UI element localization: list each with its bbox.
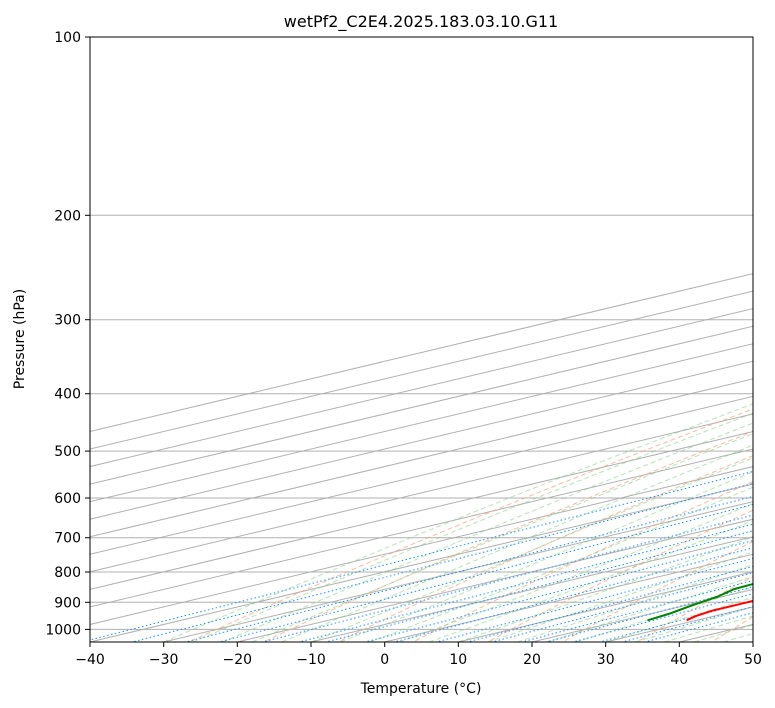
isotherm-line — [90, 273, 753, 432]
plot-frame — [89, 36, 754, 643]
isotherm-line — [90, 466, 753, 625]
moist-adiabat-line — [251, 433, 753, 642]
mixing-ratio-line — [392, 547, 753, 642]
isobar-grid — [90, 37, 753, 630]
dry-adiabat-line — [337, 455, 753, 642]
mixing-ratio-line — [90, 470, 753, 641]
y-tick-label: 500 — [54, 444, 81, 460]
moist-adiabat-line — [369, 486, 753, 642]
mixing-ratio-lines — [90, 470, 753, 642]
plot-area: -100-90-80-70-60-50-40-30-20-10010203040… — [90, 37, 753, 642]
x-tick-label: −10 — [296, 652, 326, 668]
x-axis-ticks: −40 −30 −20 −10 0 10 20 30 40 50 — [75, 642, 762, 668]
moist-adiabat-line — [310, 457, 753, 642]
moist-adiabat-line — [428, 520, 753, 642]
isotherm-line — [90, 290, 753, 450]
x-tick-label: 10 — [449, 652, 467, 668]
dry-adiabat-line — [262, 430, 753, 642]
x-tick-label: −30 — [149, 652, 179, 668]
isotherm-line — [90, 308, 753, 468]
mixing-ratio-line — [490, 572, 753, 642]
moist-adiabat-line — [605, 596, 753, 642]
isotherm-line — [90, 395, 753, 555]
moist-adiabat-line — [222, 422, 753, 642]
x-tick-label: 0 — [380, 652, 389, 668]
x-tick-label: −40 — [75, 652, 105, 668]
y-tick-label: 1000 — [45, 622, 81, 638]
moist-adiabat-line — [399, 503, 753, 642]
y-tick-label: 200 — [54, 208, 81, 224]
moist-adiabat-line — [517, 564, 753, 642]
mixing-ratio-line — [434, 557, 753, 642]
isotherm-line — [90, 448, 753, 608]
moist-adiabat-line — [163, 403, 753, 642]
x-axis-label: Temperature (°C) — [360, 681, 482, 697]
mixing-ratio-line — [216, 503, 753, 642]
y-tick-label: 800 — [54, 565, 81, 581]
isotherm-line — [90, 413, 753, 573]
x-tick-label: −20 — [223, 652, 253, 668]
y-tick-label: 400 — [54, 387, 81, 403]
mixing-ratio-line — [465, 565, 753, 642]
moist-adiabat-line — [340, 471, 753, 642]
y-tick-label: 700 — [54, 531, 81, 547]
moist-adiabat-line — [458, 536, 753, 642]
mixing-ratio-line — [324, 530, 753, 642]
moist-adiabat-line — [487, 551, 753, 642]
chart-title: wetPf2_C2E4.2025.183.03.10.G11 — [284, 12, 558, 32]
dry-adiabat-line — [486, 509, 753, 642]
moist-adiabat-line — [192, 412, 753, 642]
y-tick-label: 100 — [54, 30, 81, 46]
isotherm-line — [90, 483, 753, 642]
y-tick-label: 600 — [54, 491, 81, 507]
isotherm-line — [90, 430, 753, 590]
x-tick-label: 50 — [744, 652, 762, 668]
y-tick-label: 900 — [54, 595, 81, 611]
x-tick-label: 20 — [523, 652, 541, 668]
y-axis-ticks: 100 200 300 400 500 600 700 800 900 1000 — [45, 30, 90, 638]
mixing-ratio-line — [183, 495, 753, 642]
y-axis-label: Pressure (hPa) — [12, 289, 28, 389]
isotherm-line — [310, 536, 753, 642]
isotherm-line — [90, 325, 753, 485]
x-tick-label: 40 — [670, 652, 688, 668]
y-tick-label: 300 — [54, 313, 81, 329]
x-tick-label: 30 — [597, 652, 615, 668]
